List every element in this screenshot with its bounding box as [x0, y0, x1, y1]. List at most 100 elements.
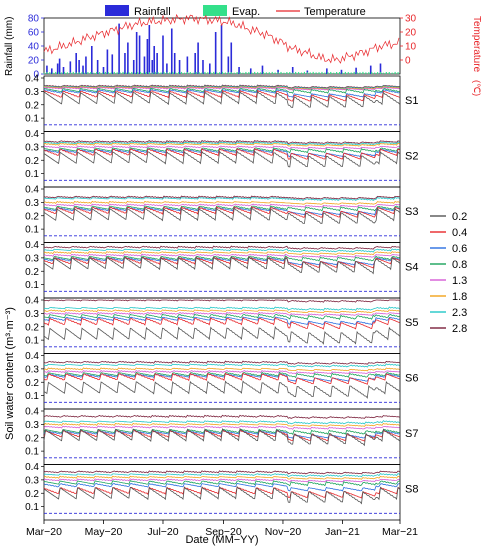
evap-bar	[201, 72, 203, 74]
soil-tick-label: 0.4	[25, 351, 39, 362]
evap-bar	[286, 72, 288, 74]
evap-bar	[397, 72, 399, 74]
soil-panel-S1: 0.4 0.3 0.2 0.1 S1	[25, 74, 418, 132]
evap-bar	[192, 72, 194, 74]
depth-series-line	[43, 86, 400, 91]
evap-bar	[306, 72, 308, 74]
depth-series-line	[43, 89, 400, 102]
weather-panel: 80 60 40 20 0 30 20 10 0 Rainfall (mm) Temperat…	[4, 14, 482, 97]
evap-bar	[216, 72, 218, 74]
depth-series-line	[43, 420, 400, 425]
evap-bar	[151, 72, 153, 74]
rainfall-bar	[96, 60, 99, 74]
rainfall-bar	[56, 63, 59, 74]
depth-series-line	[43, 147, 400, 160]
evap-bar	[379, 71, 382, 74]
evap-bar	[318, 72, 320, 74]
evap-bar	[104, 71, 107, 74]
soil-tick-label: 0.1	[25, 280, 39, 291]
soil-tick-label: 0.2	[25, 322, 39, 333]
evap-bar	[382, 72, 385, 74]
evap-bar	[242, 72, 244, 74]
x-axis: Mar−20 May−20 Jul−20 Sep−20 Nov−20 Jan−21 Mar−…	[26, 520, 418, 538]
evap-bar	[125, 72, 127, 74]
depth-series-line	[43, 90, 400, 108]
evap-bar	[350, 72, 352, 74]
evap-bar	[268, 72, 270, 74]
evap-bar	[166, 72, 168, 74]
evap-bar	[376, 72, 379, 74]
rainfall-bar	[78, 60, 80, 74]
evap-bar	[213, 71, 215, 74]
evap-bar	[271, 71, 273, 74]
soil-tick-label: 0.2	[25, 156, 39, 167]
rainfall-bar	[111, 54, 114, 74]
legend-evap-label: Evap.	[232, 6, 260, 18]
evap-bar	[333, 72, 335, 74]
depth-series-line	[43, 253, 400, 258]
x-tick-label: Mar−20	[26, 526, 62, 538]
evap-bar	[368, 72, 370, 74]
soil-panel-frame	[43, 297, 401, 354]
depth-series-line	[43, 255, 400, 262]
evap-bar	[295, 71, 297, 74]
depth-series-line	[43, 200, 400, 205]
soil-tick-label: 0.4	[25, 240, 39, 251]
depth-series-line	[43, 256, 400, 269]
depth-series-line	[43, 472, 400, 478]
rainfall-bar	[124, 53, 126, 74]
soil-tick-label: 0.4	[25, 185, 39, 196]
evap-bar	[142, 72, 145, 74]
depth-series-line	[43, 205, 400, 218]
depth-series-line	[43, 371, 400, 379]
soil-panels: 0.4 0.3 0.2 0.1 S1 0.4 0.3 0.2 0.1 S2 0.4 0.3 0.2 0.1…	[25, 74, 418, 521]
depth-legend-label: 2.3	[452, 307, 467, 319]
soil-tick-label: 0.1	[25, 336, 39, 347]
rainfall-bar	[106, 49, 109, 74]
rainfall-bar	[143, 56, 146, 74]
depth-legend-label: 1.8	[452, 291, 467, 303]
evap-bar	[84, 72, 86, 74]
evap-bar	[391, 72, 393, 74]
depth-series-line	[43, 478, 400, 483]
depth-series-line	[43, 428, 400, 435]
evap-bar	[327, 72, 329, 74]
site-label: S6	[405, 373, 418, 385]
evap-bar	[163, 71, 165, 74]
evap-bar	[330, 71, 332, 74]
evap-bar	[277, 72, 279, 74]
x-tick-label: Mar−21	[382, 526, 418, 538]
evap-bar	[43, 72, 45, 74]
rainfall-bar	[118, 23, 120, 75]
evap-bar	[257, 72, 259, 74]
soil-panel-S8: 0.4 0.3 0.2 0.1 S8	[25, 462, 418, 521]
evap-bar	[177, 72, 180, 74]
site-label: S7	[405, 428, 418, 440]
depth-series-line	[43, 425, 400, 430]
rainfall-bar	[230, 42, 233, 74]
temperature-axis-unit: (℃)	[472, 80, 482, 96]
soil-tick-label: 0.1	[25, 502, 39, 513]
depth-series-line	[43, 311, 400, 316]
evap-bar	[374, 72, 376, 74]
depth-legend-label: 0.4	[452, 227, 467, 239]
rainfall-tick-label: 40	[28, 42, 40, 53]
soil-tick-label: 0.1	[25, 391, 39, 402]
site-label: S8	[405, 484, 418, 496]
evap-bar	[259, 72, 262, 74]
evap-bar	[134, 72, 136, 74]
rainfall-bar	[227, 56, 230, 74]
depth-series-line	[43, 87, 400, 94]
site-label: S1	[405, 95, 418, 107]
rainfall-bar	[202, 60, 204, 74]
evap-bar	[347, 72, 349, 74]
evap-bar	[52, 72, 54, 74]
evap-bar	[344, 71, 346, 74]
evap-bar	[145, 71, 148, 74]
evap-bar	[72, 71, 74, 74]
evap-bar	[321, 71, 323, 74]
evap-bar	[283, 72, 285, 74]
evap-bar	[55, 71, 57, 74]
depth-series-line	[43, 145, 400, 150]
evap-bar	[119, 72, 121, 74]
